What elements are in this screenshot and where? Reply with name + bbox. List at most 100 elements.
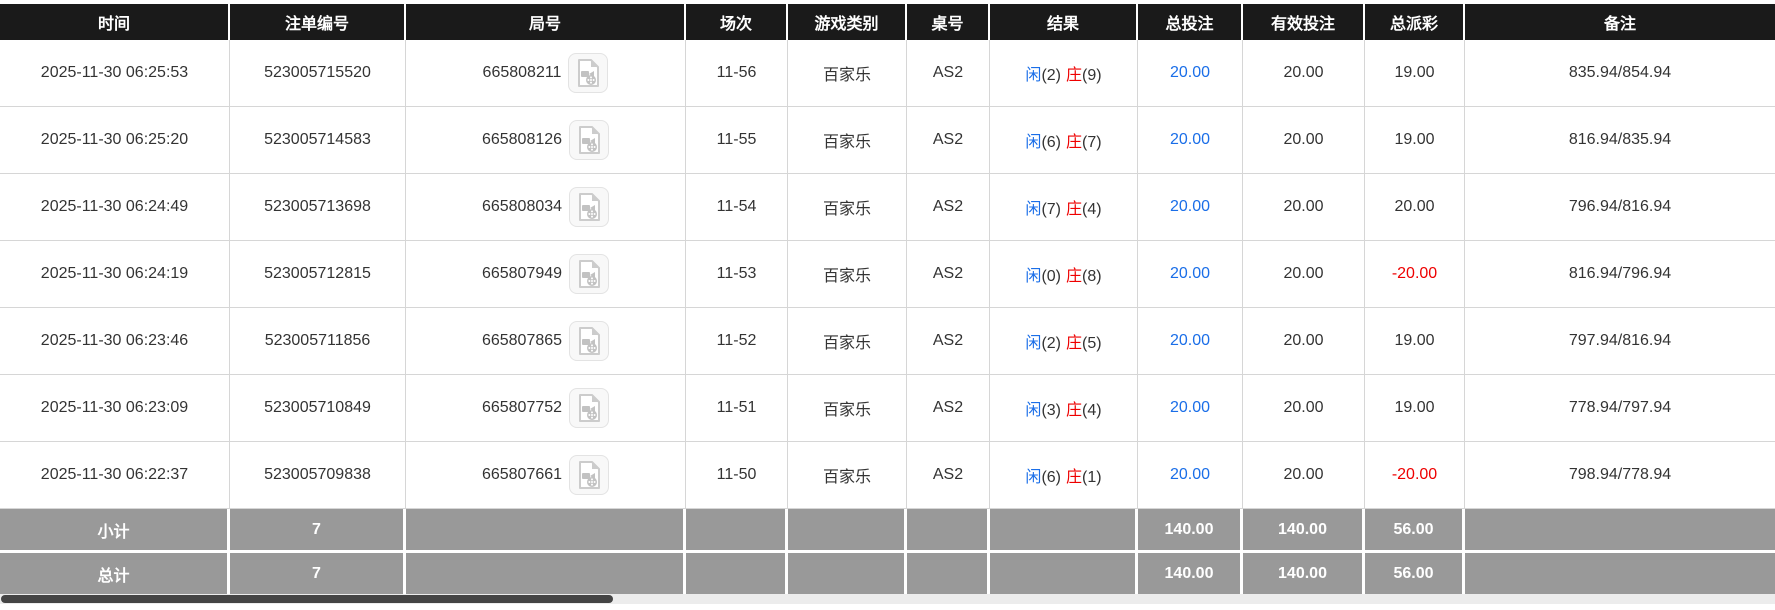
subtotal-spacer [907,509,990,553]
col-header-remark: 备注 [1465,4,1775,40]
grand-total-valid-bet: 140.00 [1243,553,1365,594]
cell-bet-id: 523005711856 [230,308,406,375]
cell-round: 665808211 [406,40,686,107]
col-header-valid-bet: 有效投注 [1243,4,1365,40]
cell-bet-id: 523005712815 [230,241,406,308]
video-file-icon [579,193,601,221]
round-number: 665807661 [481,466,563,483]
cell-total-bet: 20.00 [1138,375,1243,442]
cell-total-bet: 20.00 [1138,40,1243,107]
player-label: 闲 [1025,268,1042,285]
cell-game-type: 百家乐 [788,107,907,174]
video-replay-button[interactable] [569,321,610,361]
col-header-result: 结果 [990,4,1138,40]
cell-payout: 19.00 [1365,308,1465,375]
bet-record-row: 2025-11-30 06:23:09 523005710849 6658077… [0,375,1775,442]
video-replay-button[interactable] [568,53,609,93]
cell-time: 2025-11-30 06:22:37 [0,442,230,509]
bet-record-row: 2025-11-30 06:25:20 523005714583 6658081… [0,107,1775,174]
round-number: 665807752 [481,399,563,416]
grand-total-spacer [686,553,788,594]
grand-total-row: 总计 7 140.00 140.00 56.00 [0,553,1775,594]
cell-valid-bet: 20.00 [1243,375,1365,442]
video-replay-button[interactable] [569,187,610,227]
cell-table-no: AS2 [907,442,990,509]
cell-result: 闲(6) 庄(1) [990,442,1138,509]
subtotal-row: 小计 7 140.00 140.00 56.00 [0,509,1775,553]
video-replay-button[interactable] [569,388,610,428]
video-file-icon [579,327,601,355]
player-points: (3) [1041,402,1061,419]
cell-valid-bet: 20.00 [1243,107,1365,174]
subtotal-payout: 56.00 [1365,509,1465,553]
bet-record-row: 2025-11-30 06:23:46 523005711856 6658078… [0,308,1775,375]
cell-table-no: AS2 [907,375,990,442]
cell-remark: 798.94/778.94 [1465,442,1775,509]
grand-total-spacer [406,553,686,594]
cell-total-bet: 20.00 [1138,174,1243,241]
cell-round: 665807752 [406,375,686,442]
cell-time: 2025-11-30 06:23:09 [0,375,230,442]
horizontal-scrollbar-thumb[interactable] [1,595,613,603]
cell-time: 2025-11-30 06:24:49 [0,174,230,241]
cell-payout: 20.00 [1365,174,1465,241]
cell-valid-bet: 20.00 [1243,308,1365,375]
cell-time: 2025-11-30 06:23:46 [0,308,230,375]
cell-payout: -20.00 [1365,241,1465,308]
table-header: 时间 注单编号 局号 场次 游戏类别 桌号 结果 总投注 有效投注 总派彩 备注 [0,4,1775,40]
cell-payout: -20.00 [1365,442,1465,509]
video-file-icon [579,461,601,489]
cell-table-no: AS2 [907,241,990,308]
banker-points: (1) [1082,469,1102,486]
cell-time: 2025-11-30 06:25:20 [0,107,230,174]
banker-label: 庄 [1066,402,1083,419]
banker-points: (4) [1082,201,1102,218]
banker-points: (9) [1082,67,1102,84]
col-header-table-no: 桌号 [907,4,990,40]
cell-table-no: AS2 [907,107,990,174]
cell-remark: 778.94/797.94 [1465,375,1775,442]
horizontal-scrollbar-track[interactable] [0,594,1775,604]
video-file-icon [579,126,601,154]
cell-remark: 816.94/835.94 [1465,107,1775,174]
cell-game-type: 百家乐 [788,308,907,375]
cell-payout: 19.00 [1365,40,1465,107]
round-number: 665808211 [482,64,562,81]
video-file-icon [578,59,600,87]
banker-label: 庄 [1066,469,1083,486]
banker-label: 庄 [1066,268,1083,285]
video-replay-button[interactable] [569,455,610,495]
cell-remark: 797.94/816.94 [1465,308,1775,375]
cell-round: 665807949 [406,241,686,308]
table-footer: 小计 7 140.00 140.00 56.00 总计 7 1 [0,509,1775,594]
cell-remark: 816.94/796.94 [1465,241,1775,308]
banker-label: 庄 [1066,335,1083,352]
cell-valid-bet: 20.00 [1243,174,1365,241]
cell-session: 11-55 [686,107,788,174]
cell-bet-id: 523005713698 [230,174,406,241]
cell-session: 11-50 [686,442,788,509]
player-points: (2) [1041,335,1061,352]
video-replay-button[interactable] [569,120,610,160]
banker-points: (4) [1082,402,1102,419]
player-label: 闲 [1025,67,1042,84]
cell-total-bet: 20.00 [1138,241,1243,308]
subtotal-spacer [1465,509,1775,553]
col-header-total-bet: 总投注 [1138,4,1243,40]
player-points: (0) [1041,268,1061,285]
video-replay-button[interactable] [569,254,610,294]
bet-record-row: 2025-11-30 06:22:37 523005709838 6658076… [0,442,1775,509]
cell-result: 闲(7) 庄(4) [990,174,1138,241]
cell-bet-id: 523005715520 [230,40,406,107]
cell-game-type: 百家乐 [788,40,907,107]
grand-total-spacer [907,553,990,594]
subtotal-label: 小计 [0,509,230,553]
cell-round: 665807661 [406,442,686,509]
cell-round: 665808034 [406,174,686,241]
cell-valid-bet: 20.00 [1243,442,1365,509]
cell-bet-id: 523005714583 [230,107,406,174]
grand-total-label: 总计 [0,553,230,594]
cell-table-no: AS2 [907,40,990,107]
cell-table-no: AS2 [907,308,990,375]
